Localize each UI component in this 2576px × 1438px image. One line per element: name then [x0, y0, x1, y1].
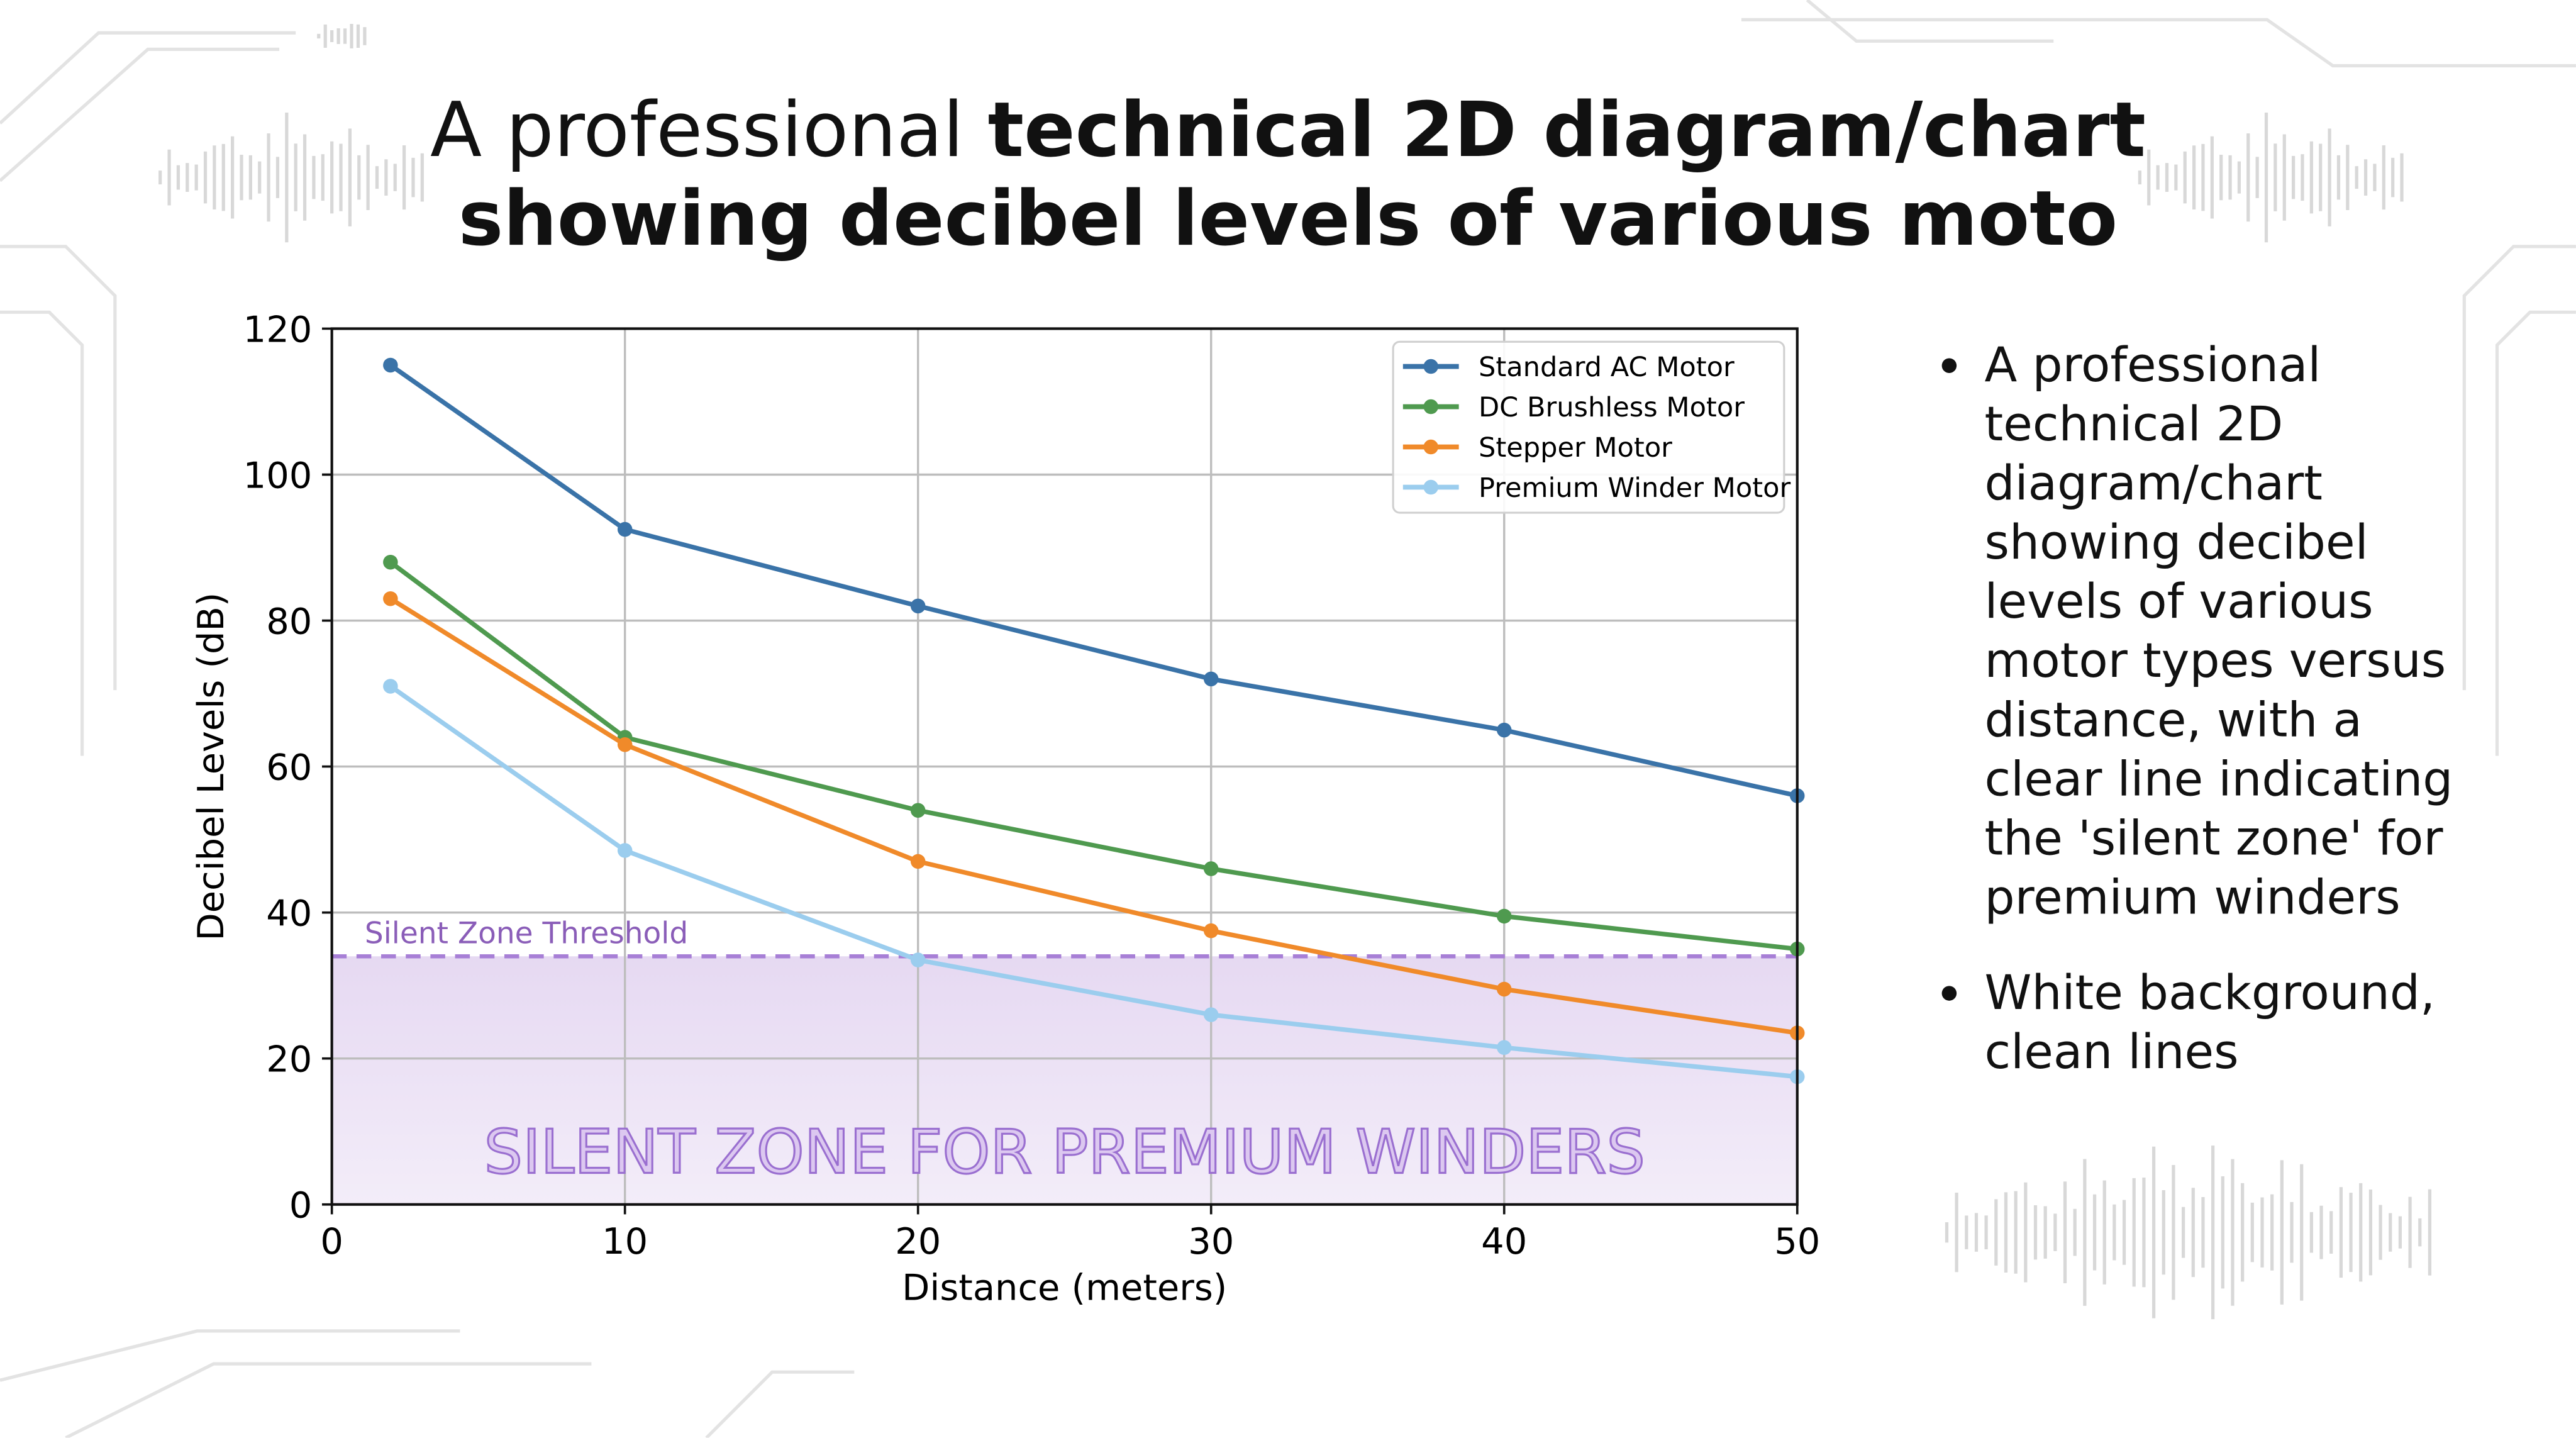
x-tick-label: 40 [1481, 1220, 1527, 1262]
data-point [910, 854, 926, 869]
data-point [617, 843, 633, 858]
x-axis-label: Distance (meters) [902, 1266, 1227, 1308]
y-axis-label: Decibel Levels (dB) [190, 593, 232, 941]
x-tick-label: 20 [895, 1220, 941, 1262]
bullet-text: A professional technical 2D diagram/char… [1984, 337, 2453, 925]
data-point [617, 737, 633, 752]
data-point [1203, 923, 1219, 939]
data-point [1203, 1007, 1219, 1022]
data-point [1496, 1040, 1512, 1056]
slide-title: A professional technical 2D diagram/char… [0, 86, 2576, 263]
silent-zone-label: SILENT ZONE FOR PREMIUM WINDERS [484, 1116, 1645, 1187]
data-point [1496, 908, 1512, 924]
plot-frame [330, 327, 1799, 1206]
series-line-2 [389, 596, 1798, 1035]
title-bold: technical 2D diagram/chart [987, 85, 2146, 174]
data-point [1203, 671, 1219, 687]
threshold-label: Silent Zone Threshold [365, 916, 688, 950]
legend-box [1392, 340, 1785, 514]
data-point [617, 521, 633, 537]
y-tick-label: 40 [266, 893, 312, 935]
legend-label: Stepper Motor [1479, 432, 1672, 464]
y-tick-label: 80 [266, 600, 312, 642]
data-point [383, 357, 398, 373]
y-tick-label: 100 [243, 454, 313, 496]
x-tick-label: 10 [602, 1220, 648, 1262]
title-normal: A professional [430, 85, 964, 174]
data-point [1496, 722, 1512, 738]
legend-label: Premium Winder Motor [1479, 472, 1790, 504]
bullet-text: White background, clean lines [1984, 964, 2436, 1080]
y-tick-label: 0 [289, 1184, 313, 1227]
series-line-1 [389, 560, 1798, 952]
bullet-dot-icon [1941, 358, 1957, 373]
series-line-3 [389, 684, 1798, 1079]
data-point [1496, 981, 1512, 997]
data-point [383, 591, 398, 606]
legend-marker [1423, 439, 1438, 455]
legend-marker [1423, 479, 1438, 495]
bullet-item: A professional technical 2D diagram/char… [1941, 335, 2484, 927]
legend-label: DC Brushless Motor [1479, 392, 1745, 423]
y-tick-label: 120 [243, 308, 313, 350]
legend-marker [1423, 399, 1438, 415]
bullet-item: White background, clean lines [1941, 963, 2484, 1081]
data-point [1203, 861, 1219, 876]
data-point [910, 952, 926, 967]
data-point [383, 554, 398, 570]
data-point [910, 803, 926, 818]
y-tick-label: 20 [266, 1039, 312, 1081]
x-tick-label: 30 [1188, 1220, 1234, 1262]
x-tick-label: 50 [1774, 1220, 1820, 1262]
series-line-0 [389, 363, 1798, 798]
data-point [910, 598, 926, 614]
circuit-trace-icon [0, 31, 296, 125]
bullet-dot-icon [1941, 986, 1957, 1001]
bullet-list: A professional technical 2D diagram/char… [1941, 335, 2484, 1117]
x-tick-label: 0 [320, 1220, 343, 1262]
data-point [383, 679, 398, 694]
legend-label: Standard AC Motor [1479, 352, 1735, 383]
title-line2: showing decibel levels of various moto [458, 174, 2118, 263]
y-tick-label: 60 [266, 746, 312, 788]
legend-marker [1423, 359, 1438, 374]
